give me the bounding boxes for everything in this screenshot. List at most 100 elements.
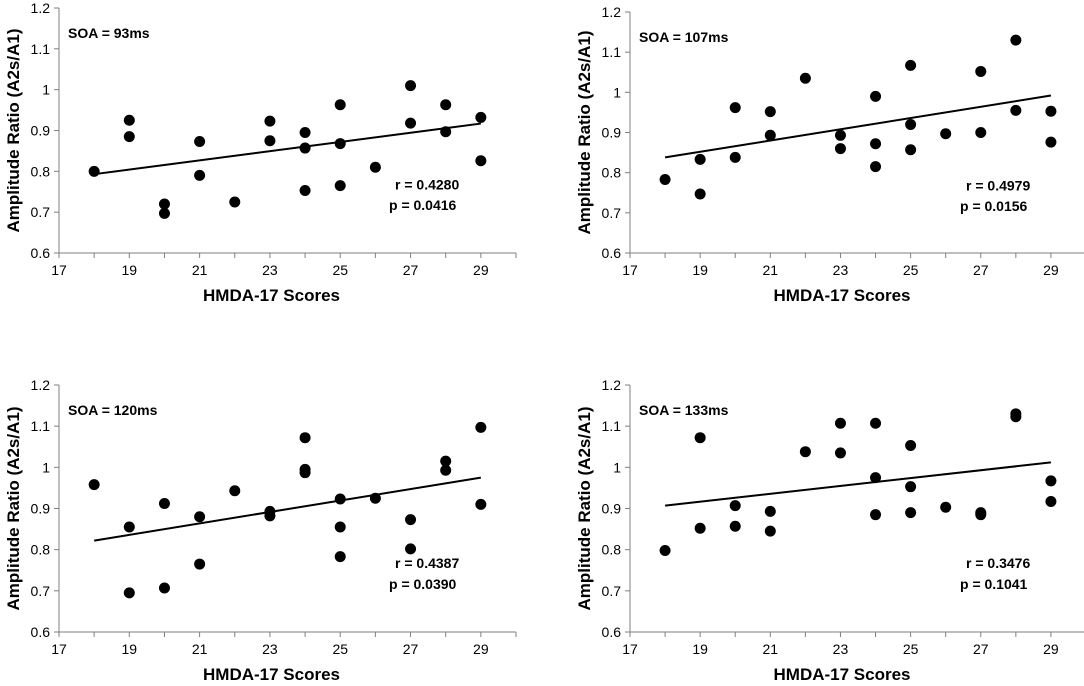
- data-point: [940, 128, 952, 140]
- x-tick-label: 23: [262, 262, 278, 278]
- data-point: [1010, 34, 1022, 46]
- y-tick-label: 1.2: [31, 0, 51, 16]
- soa-label: SOA = 93ms: [68, 25, 150, 41]
- data-point: [194, 169, 206, 181]
- data-point: [475, 155, 487, 167]
- x-axis-title: HMDA-17 Scores: [774, 665, 911, 684]
- y-tick-label: 0.7: [31, 583, 51, 599]
- data-point: [475, 498, 487, 510]
- y-axis-title: Amplitude Ratio (A2s/A1): [575, 30, 594, 234]
- x-tick-label: 17: [622, 641, 638, 657]
- y-tick-label: 0.7: [602, 205, 622, 221]
- data-point: [123, 114, 135, 126]
- x-tick-label: 19: [122, 262, 138, 278]
- x-tick-label: 25: [903, 262, 919, 278]
- y-tick-label: 1.1: [31, 418, 51, 434]
- data-point: [299, 432, 311, 444]
- data-point: [194, 511, 206, 523]
- x-tick-label: 17: [622, 262, 638, 278]
- data-point: [194, 136, 206, 148]
- x-tick-label: 23: [833, 262, 849, 278]
- data-point: [799, 72, 811, 84]
- y-tick-label: 1: [613, 84, 621, 100]
- data-point: [834, 417, 846, 429]
- x-tick-label: 25: [332, 641, 348, 657]
- data-point: [1045, 136, 1057, 148]
- x-tick-label: 19: [122, 641, 138, 657]
- chart-panel-1: 0.6 0.7 0.8 0.9 1 1.1 1.2 17 19 21 23 25 27 29 HMDA-17…: [4, 0, 517, 305]
- data-point: [264, 115, 276, 127]
- data-point: [729, 520, 741, 532]
- data-point: [870, 509, 882, 521]
- data-point: [299, 185, 311, 197]
- chart-panel-3: 0.6 0.7 0.8 0.9 1 1.1 1.2 17 19 21 23 25 27 29 HMDA-17…: [4, 377, 517, 684]
- trend-line: [94, 122, 481, 176]
- x-tick-label: 29: [473, 641, 489, 657]
- trend-line: [664, 94, 1052, 159]
- y-tick-label: 0.8: [602, 165, 622, 181]
- data-point: [369, 492, 381, 504]
- y-tick-label: 0.8: [31, 542, 51, 558]
- y-tick-label: 1.2: [602, 377, 622, 393]
- x-tick-label: 19: [692, 262, 708, 278]
- r-value-label: r = 0.4280: [395, 177, 459, 193]
- data-point: [334, 99, 346, 111]
- data-point: [264, 135, 276, 147]
- data-point: [158, 207, 170, 219]
- data-point: [729, 102, 741, 114]
- data-point: [405, 514, 417, 526]
- soa-label: SOA = 120ms: [68, 402, 158, 418]
- data-point: [905, 481, 917, 493]
- data-point: [905, 59, 917, 71]
- x-axis-title: HMDA-17 Scores: [774, 286, 911, 305]
- y-tick-label: 0.9: [602, 125, 622, 141]
- y-tick-label: 0.6: [31, 245, 51, 261]
- data-point: [870, 90, 882, 102]
- data-point: [729, 151, 741, 163]
- y-axis-title: Amplitude Ratio (A2s/A1): [575, 406, 594, 610]
- r-value-label: r = 0.3476: [966, 555, 1030, 571]
- data-point: [729, 500, 741, 512]
- data-point: [905, 507, 917, 519]
- data-point: [905, 144, 917, 156]
- x-tick-label: 27: [973, 641, 989, 657]
- p-value-label: p = 0.1041: [960, 576, 1028, 592]
- x-axis-title: HMDA-17 Scores: [203, 665, 340, 684]
- data-point: [694, 432, 706, 444]
- y-tick-label: 0.7: [31, 204, 51, 220]
- data-point: [975, 509, 987, 521]
- data-point: [123, 131, 135, 143]
- data-point: [405, 80, 417, 92]
- y-tick-label: 0.9: [31, 501, 51, 517]
- data-point: [1045, 105, 1057, 117]
- x-tick-label: 29: [1043, 641, 1059, 657]
- data-point: [264, 510, 276, 522]
- soa-label: SOA = 133ms: [639, 402, 729, 418]
- data-point: [334, 180, 346, 192]
- x-tick-label: 21: [192, 641, 208, 657]
- data-point: [334, 138, 346, 150]
- data-point: [194, 558, 206, 570]
- y-tick-label: 0.6: [602, 624, 622, 640]
- data-point: [229, 196, 241, 208]
- data-point: [334, 551, 346, 563]
- data-point: [764, 106, 776, 118]
- data-point: [334, 521, 346, 533]
- data-point: [834, 143, 846, 155]
- x-tick-label: 21: [192, 262, 208, 278]
- y-axis-title: Amplitude Ratio (A2s/A1): [4, 28, 23, 232]
- x-tick-label: 17: [51, 641, 67, 657]
- y-tick-label: 1.2: [31, 377, 51, 393]
- y-tick-label: 1.1: [31, 41, 51, 57]
- data-point: [870, 138, 882, 150]
- data-point: [834, 447, 846, 459]
- y-tick-label: 1.1: [602, 418, 622, 434]
- data-point: [905, 440, 917, 452]
- data-point: [299, 467, 311, 479]
- p-value-label: p = 0.0416: [389, 197, 457, 213]
- data-point: [870, 161, 882, 173]
- x-tick-label: 17: [51, 262, 67, 278]
- data-point: [975, 127, 987, 138]
- chart-panel-2: 0.6 0.7 0.8 0.9 1 1.1 1.2 17 19 21 23 25 27 29 HMDA-17…: [575, 4, 1084, 305]
